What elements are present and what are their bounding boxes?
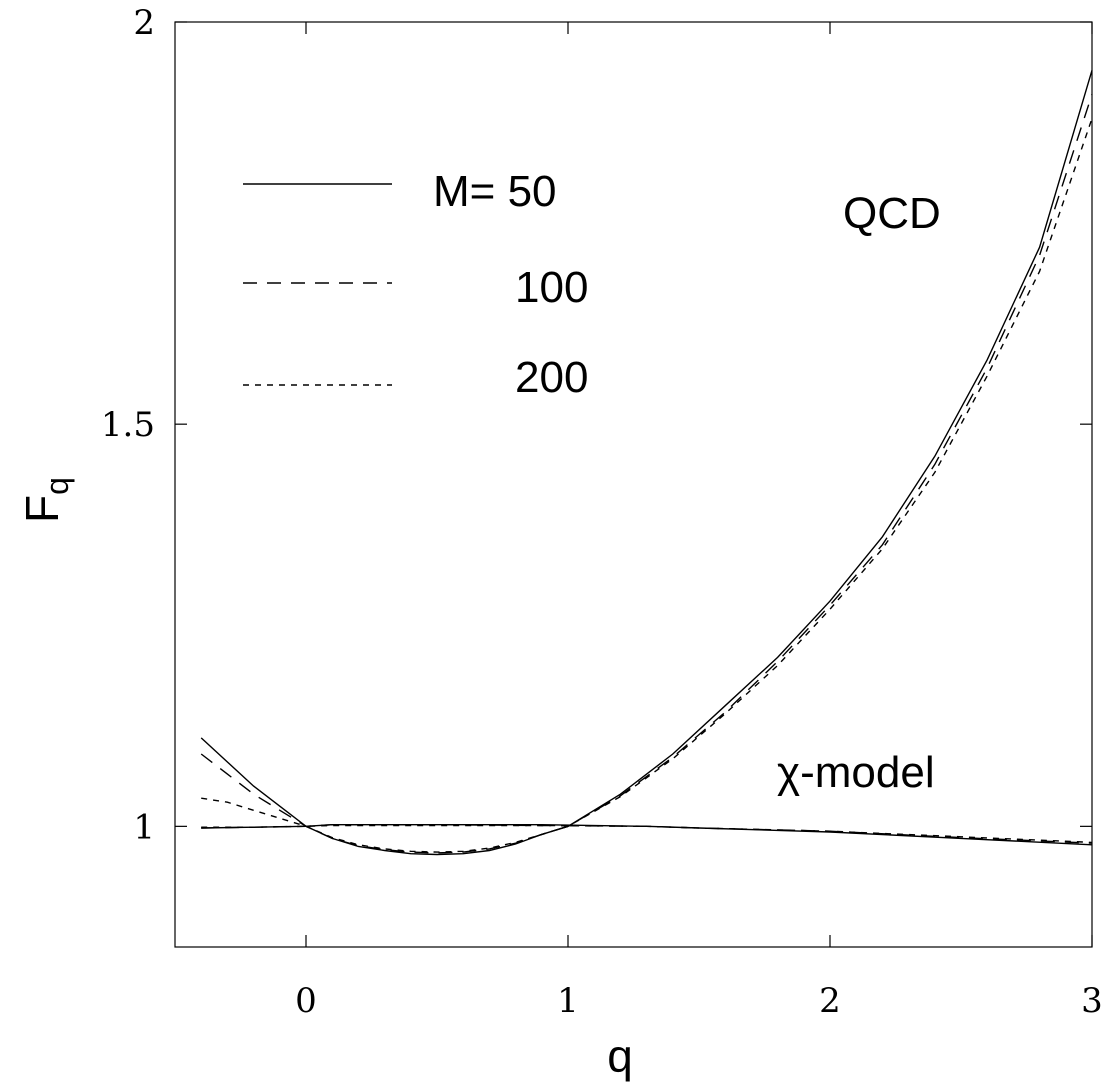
series-line-qcd-solid bbox=[200, 70, 1093, 856]
x-axis: 0 1 2 3 bbox=[295, 22, 1103, 1021]
annotation-chi-model: χ-model bbox=[777, 748, 935, 797]
annotation-qcd: QCD bbox=[843, 189, 941, 238]
y-axis-label-main: F bbox=[16, 495, 68, 523]
legend-label: 200 bbox=[515, 353, 588, 402]
y-axis-label-subscript: q bbox=[39, 477, 75, 495]
x-tick-label: 0 bbox=[295, 981, 317, 1021]
legend: M= 50 100 200 bbox=[243, 167, 588, 402]
series-line-chi-model-short-dash bbox=[201, 824, 1093, 844]
series-line-chi-model-solid bbox=[201, 824, 1093, 846]
series-line-chi-model-long-dash bbox=[201, 824, 1093, 844]
y-tick-label: 2 bbox=[133, 3, 155, 43]
y-tick-label: 1.5 bbox=[101, 405, 155, 445]
plot-frame bbox=[174, 21, 1093, 948]
x-tick-label: 2 bbox=[819, 981, 841, 1021]
series-line-qcd-short-dash bbox=[201, 118, 1093, 853]
legend-label: 100 bbox=[515, 263, 588, 312]
svg-text:Fq: Fq bbox=[16, 477, 75, 523]
y-tick-label: 1 bbox=[133, 807, 155, 847]
plot-area bbox=[174, 21, 1093, 948]
x-tick-label: 1 bbox=[557, 981, 579, 1021]
series-line-qcd-long-dash bbox=[200, 94, 1093, 854]
x-axis-label: q bbox=[607, 1030, 633, 1082]
x-tick-label: 3 bbox=[1081, 981, 1103, 1021]
legend-label: M= 50 bbox=[433, 167, 557, 216]
y-axis: 11.52 bbox=[101, 3, 1092, 847]
y-axis-label: Fq bbox=[16, 477, 75, 523]
series-layer bbox=[200, 70, 1093, 856]
